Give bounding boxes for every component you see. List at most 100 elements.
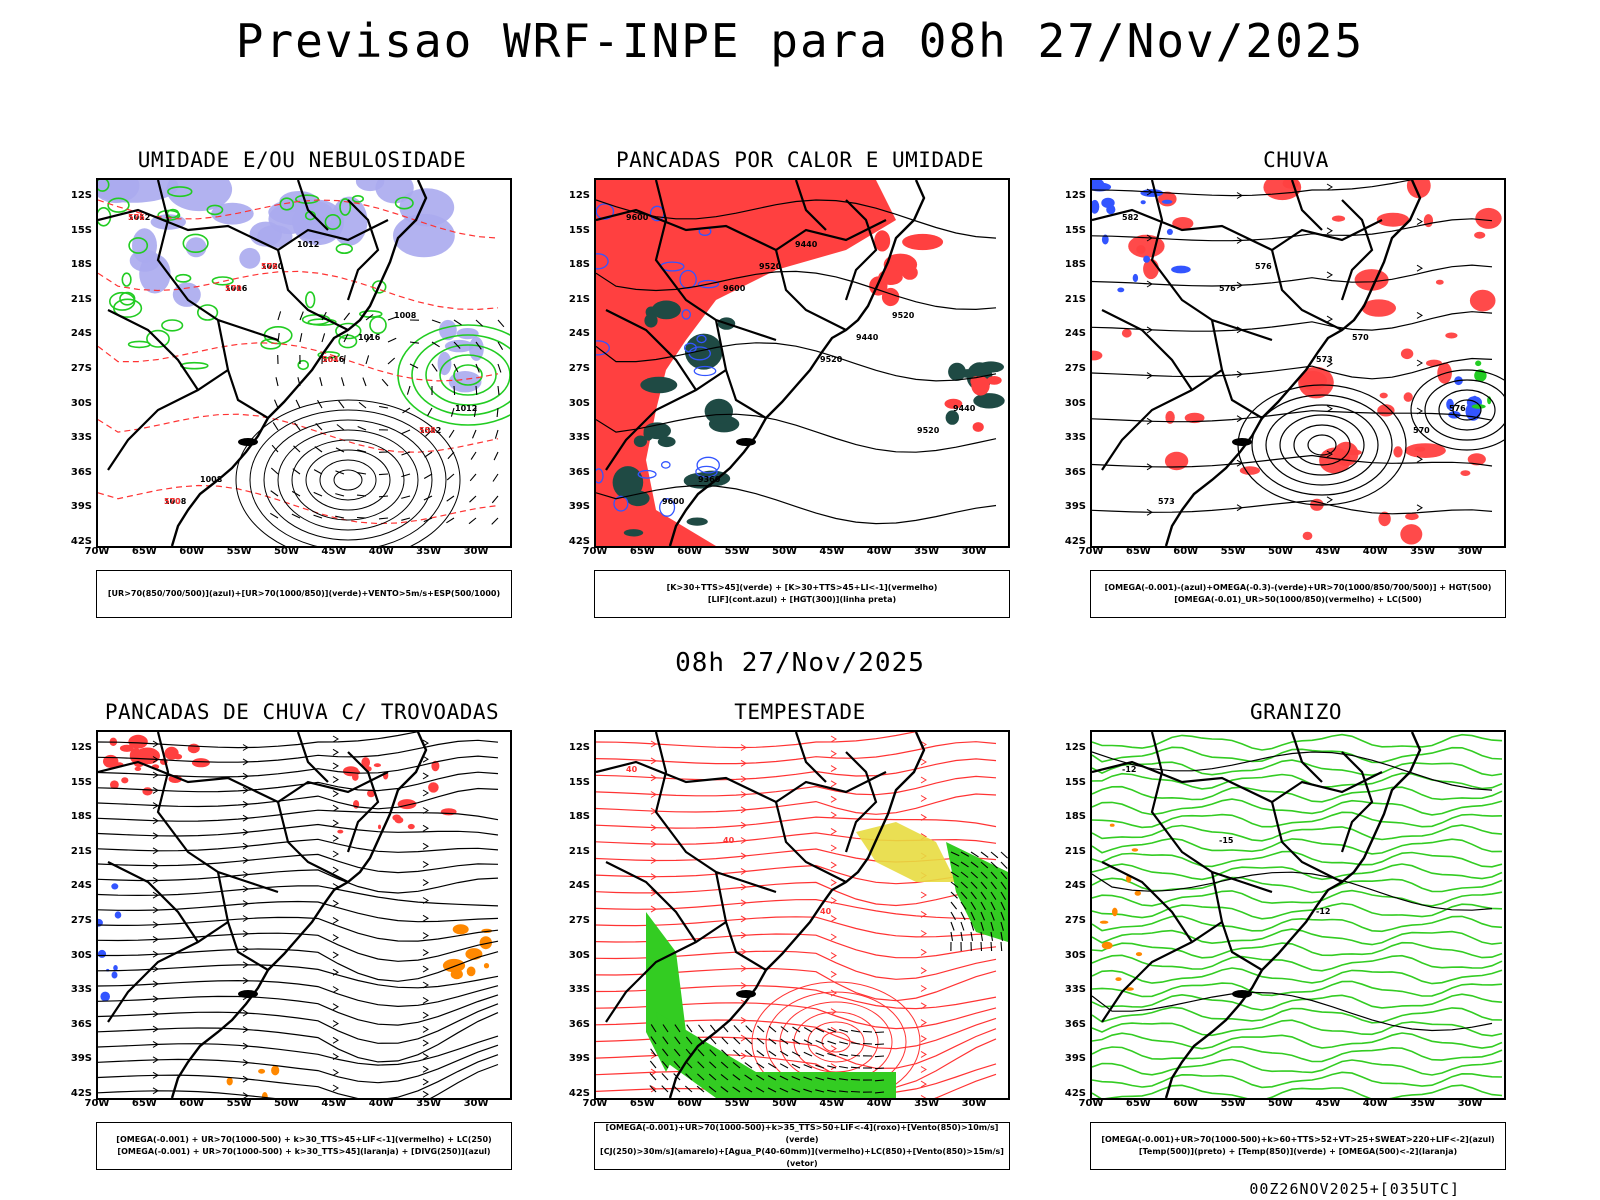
wind-vector: [1000, 941, 1003, 952]
lon-tick-label: 30W: [1457, 1098, 1483, 1109]
instability-area: [901, 265, 918, 280]
lat-tick-label: 27S: [70, 915, 92, 926]
streamline: [98, 732, 420, 749]
humidity-mid-fill: [448, 371, 482, 393]
wind-vector: [950, 871, 959, 878]
wind-vector: [431, 319, 441, 324]
streamline-arrow: [830, 879, 837, 887]
wind-vector: [990, 861, 998, 869]
streamline-arrow: [1236, 281, 1243, 289]
border-line: [605, 309, 697, 391]
lon-tick-label: 70W: [582, 546, 608, 557]
humidity-mid-fill: [456, 328, 479, 340]
lifted-index-contour: [696, 456, 720, 474]
thickness-label: 570: [225, 284, 242, 293]
lat-tick-label: 21S: [1064, 845, 1086, 857]
thickness-line: [98, 199, 499, 239]
wind-vector: [990, 941, 993, 952]
rain-area: [1379, 392, 1388, 399]
wind-vector: [744, 1062, 753, 1069]
rain-area: [1393, 446, 1403, 458]
wind-vector: [343, 312, 351, 321]
streamline-arrow: [332, 804, 339, 812]
wind-vector: [497, 341, 504, 350]
panel-legend: [OMEGA(-0.001) + UR>70(1000-500) + k>30_…: [96, 1122, 512, 1170]
thickness-label: 576: [261, 262, 278, 271]
lifted-index-contour: [613, 495, 629, 512]
streamline-arrow: [422, 1011, 429, 1019]
streamline-arrow: [422, 1090, 429, 1098]
streamline-arrow: [920, 910, 927, 918]
storm-area: [187, 743, 200, 754]
valid-time-title: 08h 27/Nov/2025: [675, 648, 925, 678]
height-500-contour: [1307, 434, 1337, 456]
temp-label: -15: [1219, 836, 1234, 845]
streamline-arrow: [830, 1063, 837, 1071]
wind-vector: [970, 931, 974, 941]
streamline-arrow: [152, 1056, 159, 1064]
streamline: [98, 964, 499, 989]
heat-moisture-area: [704, 398, 733, 424]
heat-moisture-area: [945, 410, 959, 425]
streamline-arrow: [242, 800, 249, 808]
streamline-arrow: [152, 740, 159, 748]
streamline-arrow: [830, 735, 837, 743]
cyclone-humidity-contour: [425, 344, 510, 406]
wind-vector: [321, 333, 326, 343]
streamline-arrow: [920, 1002, 927, 1010]
wind-vector: [950, 861, 960, 867]
height-300-line: [596, 484, 997, 525]
wind-vector: [336, 424, 345, 431]
streamline-arrow: [152, 1087, 159, 1095]
streamline: [1092, 180, 1414, 197]
map-panel: [96, 730, 512, 1100]
streamline: [98, 948, 499, 982]
wind-vector: [356, 494, 367, 497]
lon-tick-label: 35W: [914, 546, 940, 557]
lon-tick-label: 60W: [179, 1098, 205, 1109]
lon-tick-label: 50W: [274, 546, 299, 557]
wind-vector: [791, 1075, 801, 1081]
streamline-arrow: [920, 930, 927, 937]
streamline-arrow: [332, 1084, 339, 1092]
wind-vector: [335, 515, 345, 519]
streamline-arrow: [332, 934, 339, 942]
wind-vector: [402, 407, 411, 414]
lat-tick-label: 30S: [1064, 397, 1086, 409]
divergence-area: [113, 965, 118, 971]
wind-vector: [469, 495, 477, 503]
low-humidity-contour: [113, 298, 143, 318]
wind-vector: [980, 941, 983, 952]
isobar: [305, 449, 391, 511]
low-humidity-contour: [174, 273, 192, 283]
height-500-contour: [1410, 369, 1504, 451]
wind-vector: [850, 1090, 861, 1093]
streamline-arrow: [1236, 459, 1243, 467]
border-line: [346, 751, 380, 853]
streamline-arrow: [1146, 463, 1153, 471]
heat-moisture-area: [612, 466, 644, 499]
streamline-arrow: [242, 1092, 249, 1098]
wind-vector: [661, 1048, 669, 1057]
lifted-index-contour: [596, 203, 615, 220]
lat-tick-label: 27S: [1064, 915, 1086, 926]
instability-area: [883, 271, 895, 283]
humidity-mid-fill: [439, 319, 457, 341]
streamline-arrow: [242, 915, 249, 922]
temp-850-contour: [1092, 798, 1503, 816]
streamline-arrow: [830, 765, 837, 773]
lat-tick-label: 30S: [70, 397, 92, 409]
streamline-arrow: [422, 996, 429, 1004]
wind-vector: [960, 861, 969, 868]
wind-vector: [851, 1054, 861, 1057]
wind-vector: [970, 891, 977, 900]
border-line: [1101, 921, 1223, 1023]
wind-vector: [990, 881, 997, 890]
rain-area: [1467, 453, 1486, 466]
temp-850-contour: [1092, 902, 1503, 920]
coastline: [170, 732, 428, 1098]
wind-vector: [990, 911, 995, 921]
wind-vector: [732, 1086, 741, 1093]
wind-vector: [720, 1061, 729, 1069]
wind-vector: [708, 1085, 717, 1093]
